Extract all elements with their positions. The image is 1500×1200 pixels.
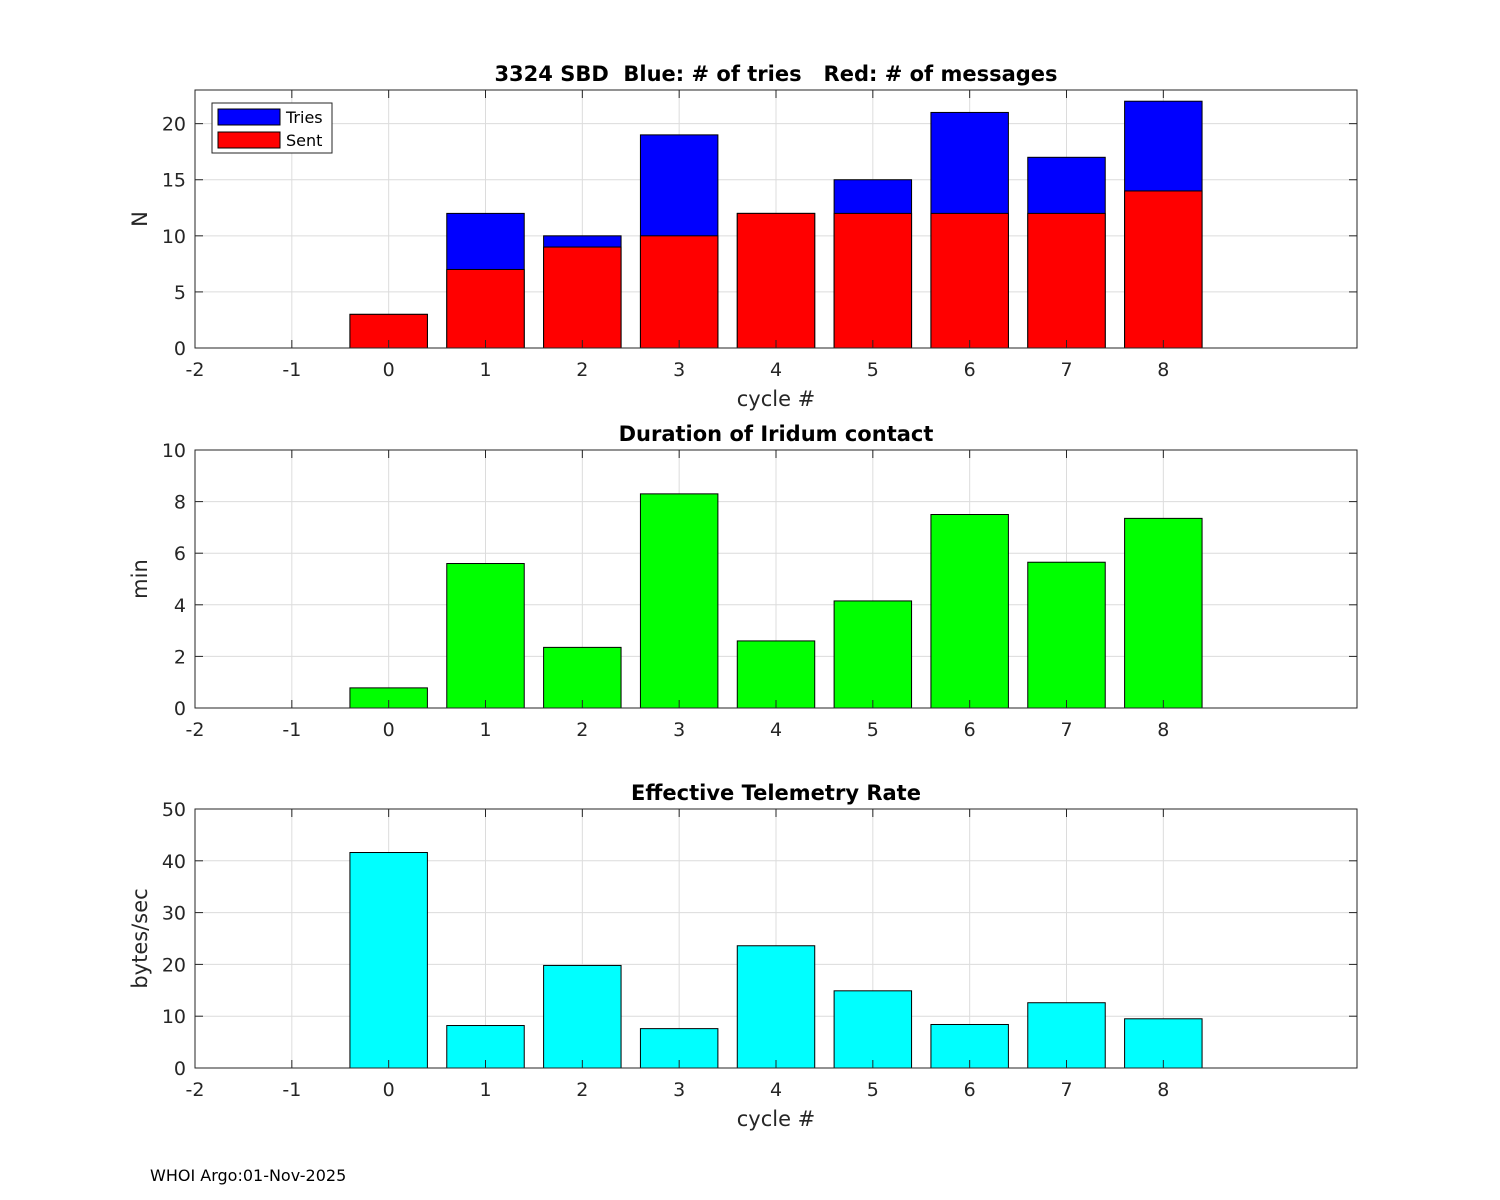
x-tick-label: -2 xyxy=(186,719,205,741)
x-tick-label: 5 xyxy=(867,1079,879,1101)
y-tick-label: 30 xyxy=(162,903,186,925)
legend-label-sent: Sent xyxy=(286,131,322,150)
x-tick-label: 3 xyxy=(673,719,685,741)
y-tick-label: 40 xyxy=(162,851,186,873)
x-tick-label: 7 xyxy=(1060,719,1072,741)
y-tick-label: 4 xyxy=(174,595,186,617)
y-tick-label: 50 xyxy=(162,799,186,821)
chart-panel-1: -2 -1 0 1 2 3 4 5 6 7 8 0 5 10 15 20 3324 SBD Blue: # of… xyxy=(128,62,1358,411)
legend-label-tries: Tries xyxy=(285,108,323,127)
x-tick-label: 4 xyxy=(770,1079,782,1101)
x-tick-label: 8 xyxy=(1157,1079,1169,1101)
bar-duration-cycle-4 xyxy=(736,640,816,709)
x-tick-label: 2 xyxy=(576,719,588,741)
bar-duration-cycle-6 xyxy=(930,514,1009,709)
y-tick-label: 10 xyxy=(162,1006,186,1028)
chart-title: 3324 SBD Blue: # of tries Red: # of mess… xyxy=(494,62,1057,86)
bar-duration-cycle-8 xyxy=(1124,517,1203,709)
bar-rate-cycle-7 xyxy=(1027,1002,1106,1069)
bar-rate-cycle-2 xyxy=(543,964,622,1069)
bar-sent-cycle-2 xyxy=(543,246,622,349)
bar-duration-cycle-7 xyxy=(1027,561,1106,709)
x-tick-label: 8 xyxy=(1157,719,1169,741)
y-tick-label: 0 xyxy=(174,338,186,360)
y-tick-label: 10 xyxy=(162,226,186,248)
chart-panel-3: -2 -1 0 1 2 3 4 5 6 7 8 0 10 20 30 40 50 Effective Teleme… xyxy=(128,781,1358,1131)
x-axis-label: cycle # xyxy=(737,387,816,411)
x-tick-label: -2 xyxy=(186,359,205,381)
x-tick-label: 2 xyxy=(576,1079,588,1101)
bar-duration-cycle-3 xyxy=(639,493,719,709)
x-tick-label: 5 xyxy=(867,359,879,381)
legend: Tries Sent xyxy=(211,102,333,154)
y-tick-label: 10 xyxy=(162,440,186,462)
x-tick-label: 1 xyxy=(479,719,491,741)
bar-sent-cycle-4 xyxy=(736,212,816,349)
y-tick-label: 15 xyxy=(162,170,186,192)
x-tick-label: 1 xyxy=(479,1079,491,1101)
x-tick-label: 0 xyxy=(383,359,395,381)
chart-title: Effective Telemetry Rate xyxy=(631,781,921,805)
bar-duration-cycle-5 xyxy=(833,600,913,709)
bar-sent-cycle-5 xyxy=(833,212,913,349)
bar-sent-cycle-1 xyxy=(446,268,525,349)
x-tick-label: -2 xyxy=(186,1079,205,1101)
x-tick-label: 4 xyxy=(770,719,782,741)
footer-timestamp: WHOI Argo:01-Nov-2025 xyxy=(150,1166,347,1185)
x-tick-label: 6 xyxy=(964,1079,976,1101)
x-tick-label: 4 xyxy=(770,359,782,381)
y-tick-label: 6 xyxy=(174,543,186,565)
y-tick-label: 20 xyxy=(162,954,186,976)
x-tick-label: 3 xyxy=(673,1079,685,1101)
x-axis-label: cycle # xyxy=(737,1107,816,1131)
bar-rate-cycle-0 xyxy=(349,852,428,1069)
x-tick-label: 1 xyxy=(479,359,491,381)
x-tick-label: 0 xyxy=(383,1079,395,1101)
bar-sent-cycle-3 xyxy=(639,235,719,349)
x-tick-label: 8 xyxy=(1157,359,1169,381)
x-tick-label: 7 xyxy=(1060,359,1072,381)
legend-swatch-sent xyxy=(217,131,281,149)
chart-panel-2: -2 -1 0 1 2 3 4 5 6 7 8 0 2 4 6 8 10 Duration of Iridum c… xyxy=(128,422,1358,741)
x-tick-label: -1 xyxy=(282,719,301,741)
y-axis-label: bytes/sec xyxy=(128,888,152,988)
y-axis-label: N xyxy=(128,211,152,227)
y-tick-label: 20 xyxy=(162,114,186,136)
bar-duration-cycle-2 xyxy=(543,646,622,709)
y-tick-label: 0 xyxy=(174,1058,186,1080)
x-tick-label: 0 xyxy=(383,719,395,741)
x-tick-label: 3 xyxy=(673,359,685,381)
y-tick-label: 8 xyxy=(174,492,186,514)
x-tick-label: 5 xyxy=(867,719,879,741)
x-tick-label: 7 xyxy=(1060,1079,1072,1101)
bar-sent-cycle-6 xyxy=(930,212,1009,349)
legend-swatch-tries xyxy=(217,108,281,126)
x-tick-label: 6 xyxy=(964,359,976,381)
y-tick-label: 5 xyxy=(174,282,186,304)
bar-rate-cycle-5 xyxy=(833,990,913,1069)
bar-duration-cycle-1 xyxy=(446,563,525,709)
x-tick-label: -1 xyxy=(282,359,301,381)
bar-rate-cycle-4 xyxy=(736,945,816,1069)
y-tick-label: 0 xyxy=(174,698,186,720)
x-tick-label: -1 xyxy=(282,1079,301,1101)
bar-sent-cycle-7 xyxy=(1027,212,1106,349)
x-tick-label: 6 xyxy=(964,719,976,741)
y-axis-label: min xyxy=(128,559,152,599)
bar-sent-cycle-8 xyxy=(1124,190,1203,349)
y-tick-label: 2 xyxy=(174,646,186,668)
x-tick-label: 2 xyxy=(576,359,588,381)
chart-title: Duration of Iridum contact xyxy=(619,422,934,446)
